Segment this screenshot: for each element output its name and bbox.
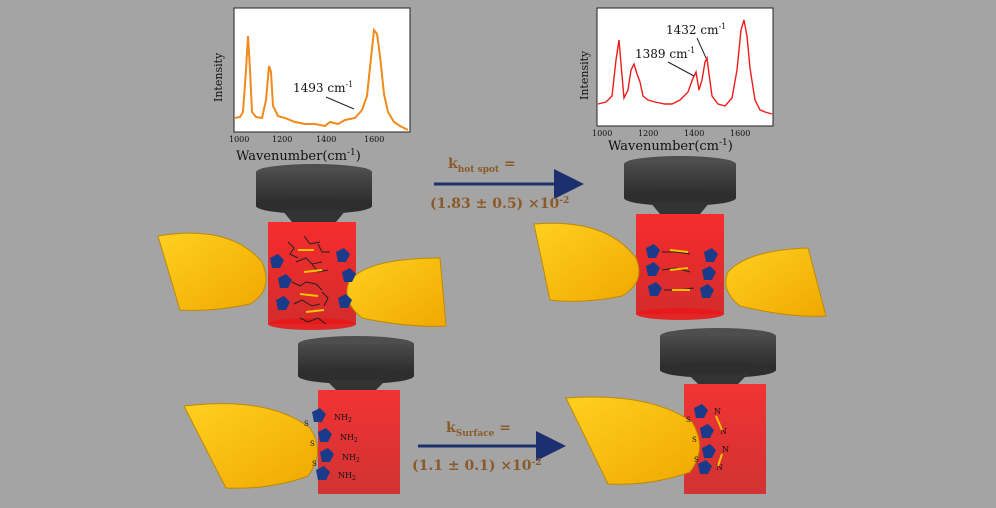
spectrum-right-peak-label-b: 1432 cm-1	[666, 22, 726, 37]
sulfur-label: S	[692, 436, 697, 444]
gold-nanoparticle-left	[157, 232, 267, 311]
molecule-cluster	[694, 404, 716, 474]
sulfur-label: S	[686, 416, 691, 424]
gold-nanoparticle-left	[533, 222, 640, 302]
rate-hot-spot: khot spot = (1.83 ± 0.5) ×10-2	[430, 156, 584, 212]
k-surface-value: (1.1 ± 0.1) ×10-2	[412, 458, 542, 474]
scene-surface-before: NH2 NH2 NH2 NH2 S S S	[183, 336, 414, 494]
laser-beam	[636, 214, 724, 314]
sulfur-label: S	[312, 460, 317, 468]
objective-lens	[660, 328, 776, 384]
molecule-bonds	[287, 235, 330, 325]
sulfur-label: S	[694, 456, 699, 464]
molecule-cluster	[270, 248, 356, 310]
spectrum-right-tick: 1000	[592, 129, 612, 138]
spectrum-left-tick: 1600	[364, 135, 384, 144]
spectrum-right-pointer-b	[696, 37, 707, 59]
spectrum-left-xlabel: Wavenumber(cm-1)	[236, 148, 361, 164]
spectrum-right: Intensity 1000 1200 1400 1600 Wavenumber…	[578, 7, 774, 154]
nitrogen-label: N	[720, 427, 727, 436]
spectrum-left: Intensity 1000 1200 1400 1600 Wavenumber…	[212, 7, 411, 164]
objective-lens	[624, 156, 736, 214]
azo-bonds	[715, 415, 723, 467]
amine-label: NH2	[342, 453, 360, 464]
gold-nanoparticle-right	[346, 257, 447, 327]
scene-hot-spot-before	[157, 164, 447, 330]
nitrogen-label: N	[716, 463, 723, 472]
gold-nanoparticle	[183, 403, 318, 489]
spectrum-right-frame	[596, 7, 774, 127]
spectrum-left-trace	[234, 27, 409, 131]
spectrum-left-ylabel: Intensity	[212, 52, 225, 102]
k-hot-spot-label: khot spot =	[448, 156, 516, 175]
spectrum-right-xlabel: Wavenumber(cm-1)	[608, 138, 733, 154]
spectrum-left-pointer	[325, 96, 355, 110]
spectrum-right-pointer-a	[667, 61, 695, 77]
k-surface-label: kSurface =	[446, 420, 511, 439]
scene-hot-spot-after	[533, 156, 827, 320]
k-hot-spot-value: (1.83 ± 0.5) ×10-2	[430, 196, 569, 212]
nitrogen-label: N	[714, 407, 721, 416]
spectrum-right-peak-label-a: 1389 cm-1	[635, 46, 695, 61]
hydrogen-bonds	[298, 249, 325, 313]
spectrum-right-ylabel: Intensity	[578, 50, 591, 100]
scene-surface-after: N N N N S S S	[565, 328, 776, 494]
spectrum-left-tick: 1000	[229, 135, 249, 144]
spectrum-left-frame	[233, 7, 411, 133]
amine-label: NH2	[338, 471, 356, 482]
molecule-cluster	[312, 408, 334, 480]
spectrum-left-tick: 1400	[316, 135, 336, 144]
sulfur-label: S	[310, 440, 315, 448]
laser-beam	[318, 390, 400, 494]
objective-lens	[256, 164, 372, 222]
amine-label: NH2	[340, 433, 358, 444]
spectrum-right-trace	[597, 19, 773, 115]
spectrum-left-tick: 1200	[272, 135, 292, 144]
molecule-cluster	[646, 244, 718, 298]
azo-bonds	[669, 249, 690, 291]
sulfur-label: S	[304, 420, 309, 428]
spectrum-left-peak-label: 1493 cm-1	[293, 80, 353, 95]
spectrum-right-tick: 1600	[730, 129, 750, 138]
gold-nanoparticle	[565, 396, 700, 485]
spectrum-right-tick: 1200	[638, 129, 658, 138]
objective-lens	[298, 336, 414, 390]
gold-nanoparticle-right	[725, 247, 827, 317]
spectrum-right-tick: 1400	[684, 129, 704, 138]
nitrogen-label: N	[722, 445, 729, 454]
rate-surface: kSurface = (1.1 ± 0.1) ×10-2	[412, 420, 566, 474]
amine-label: NH2	[334, 413, 352, 424]
